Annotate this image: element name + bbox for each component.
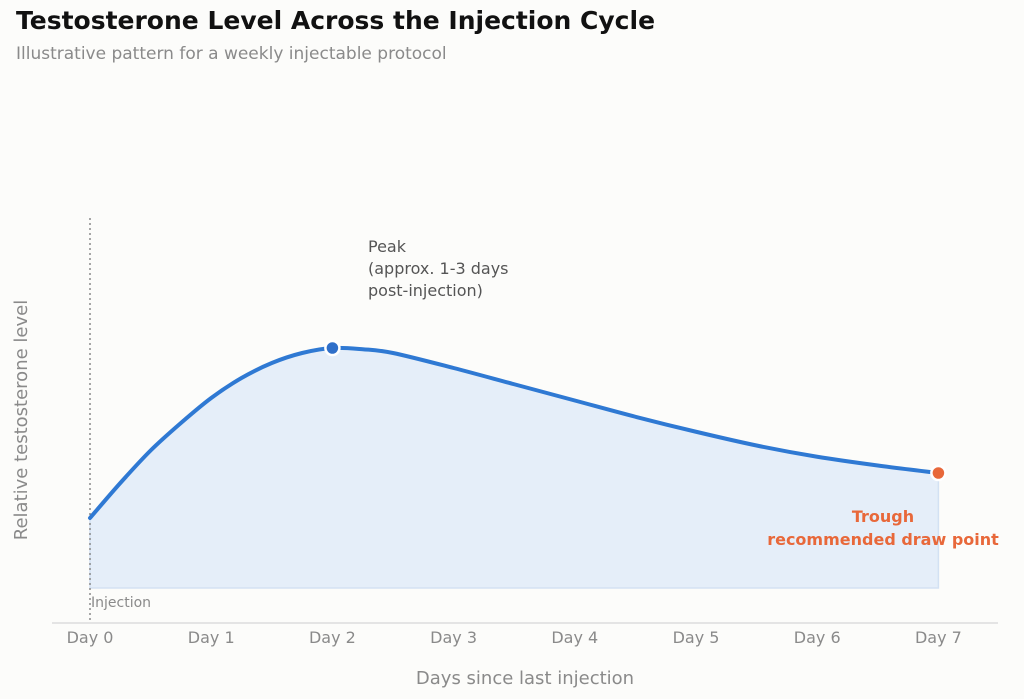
x-tick-label: Day 6	[794, 628, 841, 647]
x-axis-label: Days since last injection	[416, 668, 634, 689]
plot-area: Injection Peak (approx. 1-3 days post-injec…	[11, 218, 999, 689]
y-axis-label: Relative testosterone level	[11, 300, 32, 540]
peak-annotation-line: (approx. 1-3 days	[368, 259, 509, 278]
x-tick-label: Day 5	[673, 628, 720, 647]
x-tick-label: Day 7	[915, 628, 962, 647]
x-tick-label: Day 4	[551, 628, 598, 647]
series-line	[88, 345, 941, 520]
trough-annotation-line: recommended draw point	[767, 530, 999, 549]
x-tick-label: Day 0	[67, 628, 114, 647]
peak-annotation-line: post-injection)	[368, 281, 483, 300]
x-tick-label: Day 1	[188, 628, 235, 647]
chart-subtitle: Illustrative pattern for a weekly inject…	[16, 44, 447, 64]
injection-label: Injection	[91, 595, 151, 611]
x-tick-label: Day 3	[430, 628, 477, 647]
peak-marker	[324, 339, 341, 357]
chart-title: Testosterone Level Across the Injection …	[16, 6, 656, 35]
peak-annotation-line: Peak	[368, 237, 407, 256]
x-tick-label: Day 2	[309, 628, 356, 647]
trough-marker	[930, 464, 947, 482]
trough-annotation-line: Trough	[852, 507, 914, 526]
